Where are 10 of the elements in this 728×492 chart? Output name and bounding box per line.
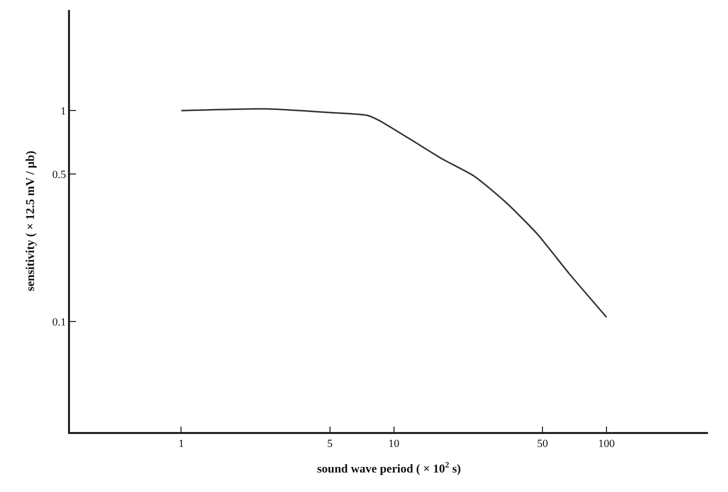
y-tick-label: 1	[60, 106, 66, 118]
x-tick-label: 5	[327, 438, 334, 450]
y-axis-title: sensitivity ( × 12.5 mV / μb)	[23, 150, 38, 292]
x-axis-title: sound wave period ( × 10$^{2}$ s)	[317, 460, 461, 476]
x-tick-label: 50	[537, 438, 549, 450]
x-tick-label: 10	[388, 438, 400, 450]
x-tick-label: 1	[178, 438, 184, 450]
y-tick-label: 0.1	[52, 316, 66, 329]
x-tick-label: 100	[598, 438, 616, 450]
y-tick-label: 0.5	[52, 169, 67, 182]
